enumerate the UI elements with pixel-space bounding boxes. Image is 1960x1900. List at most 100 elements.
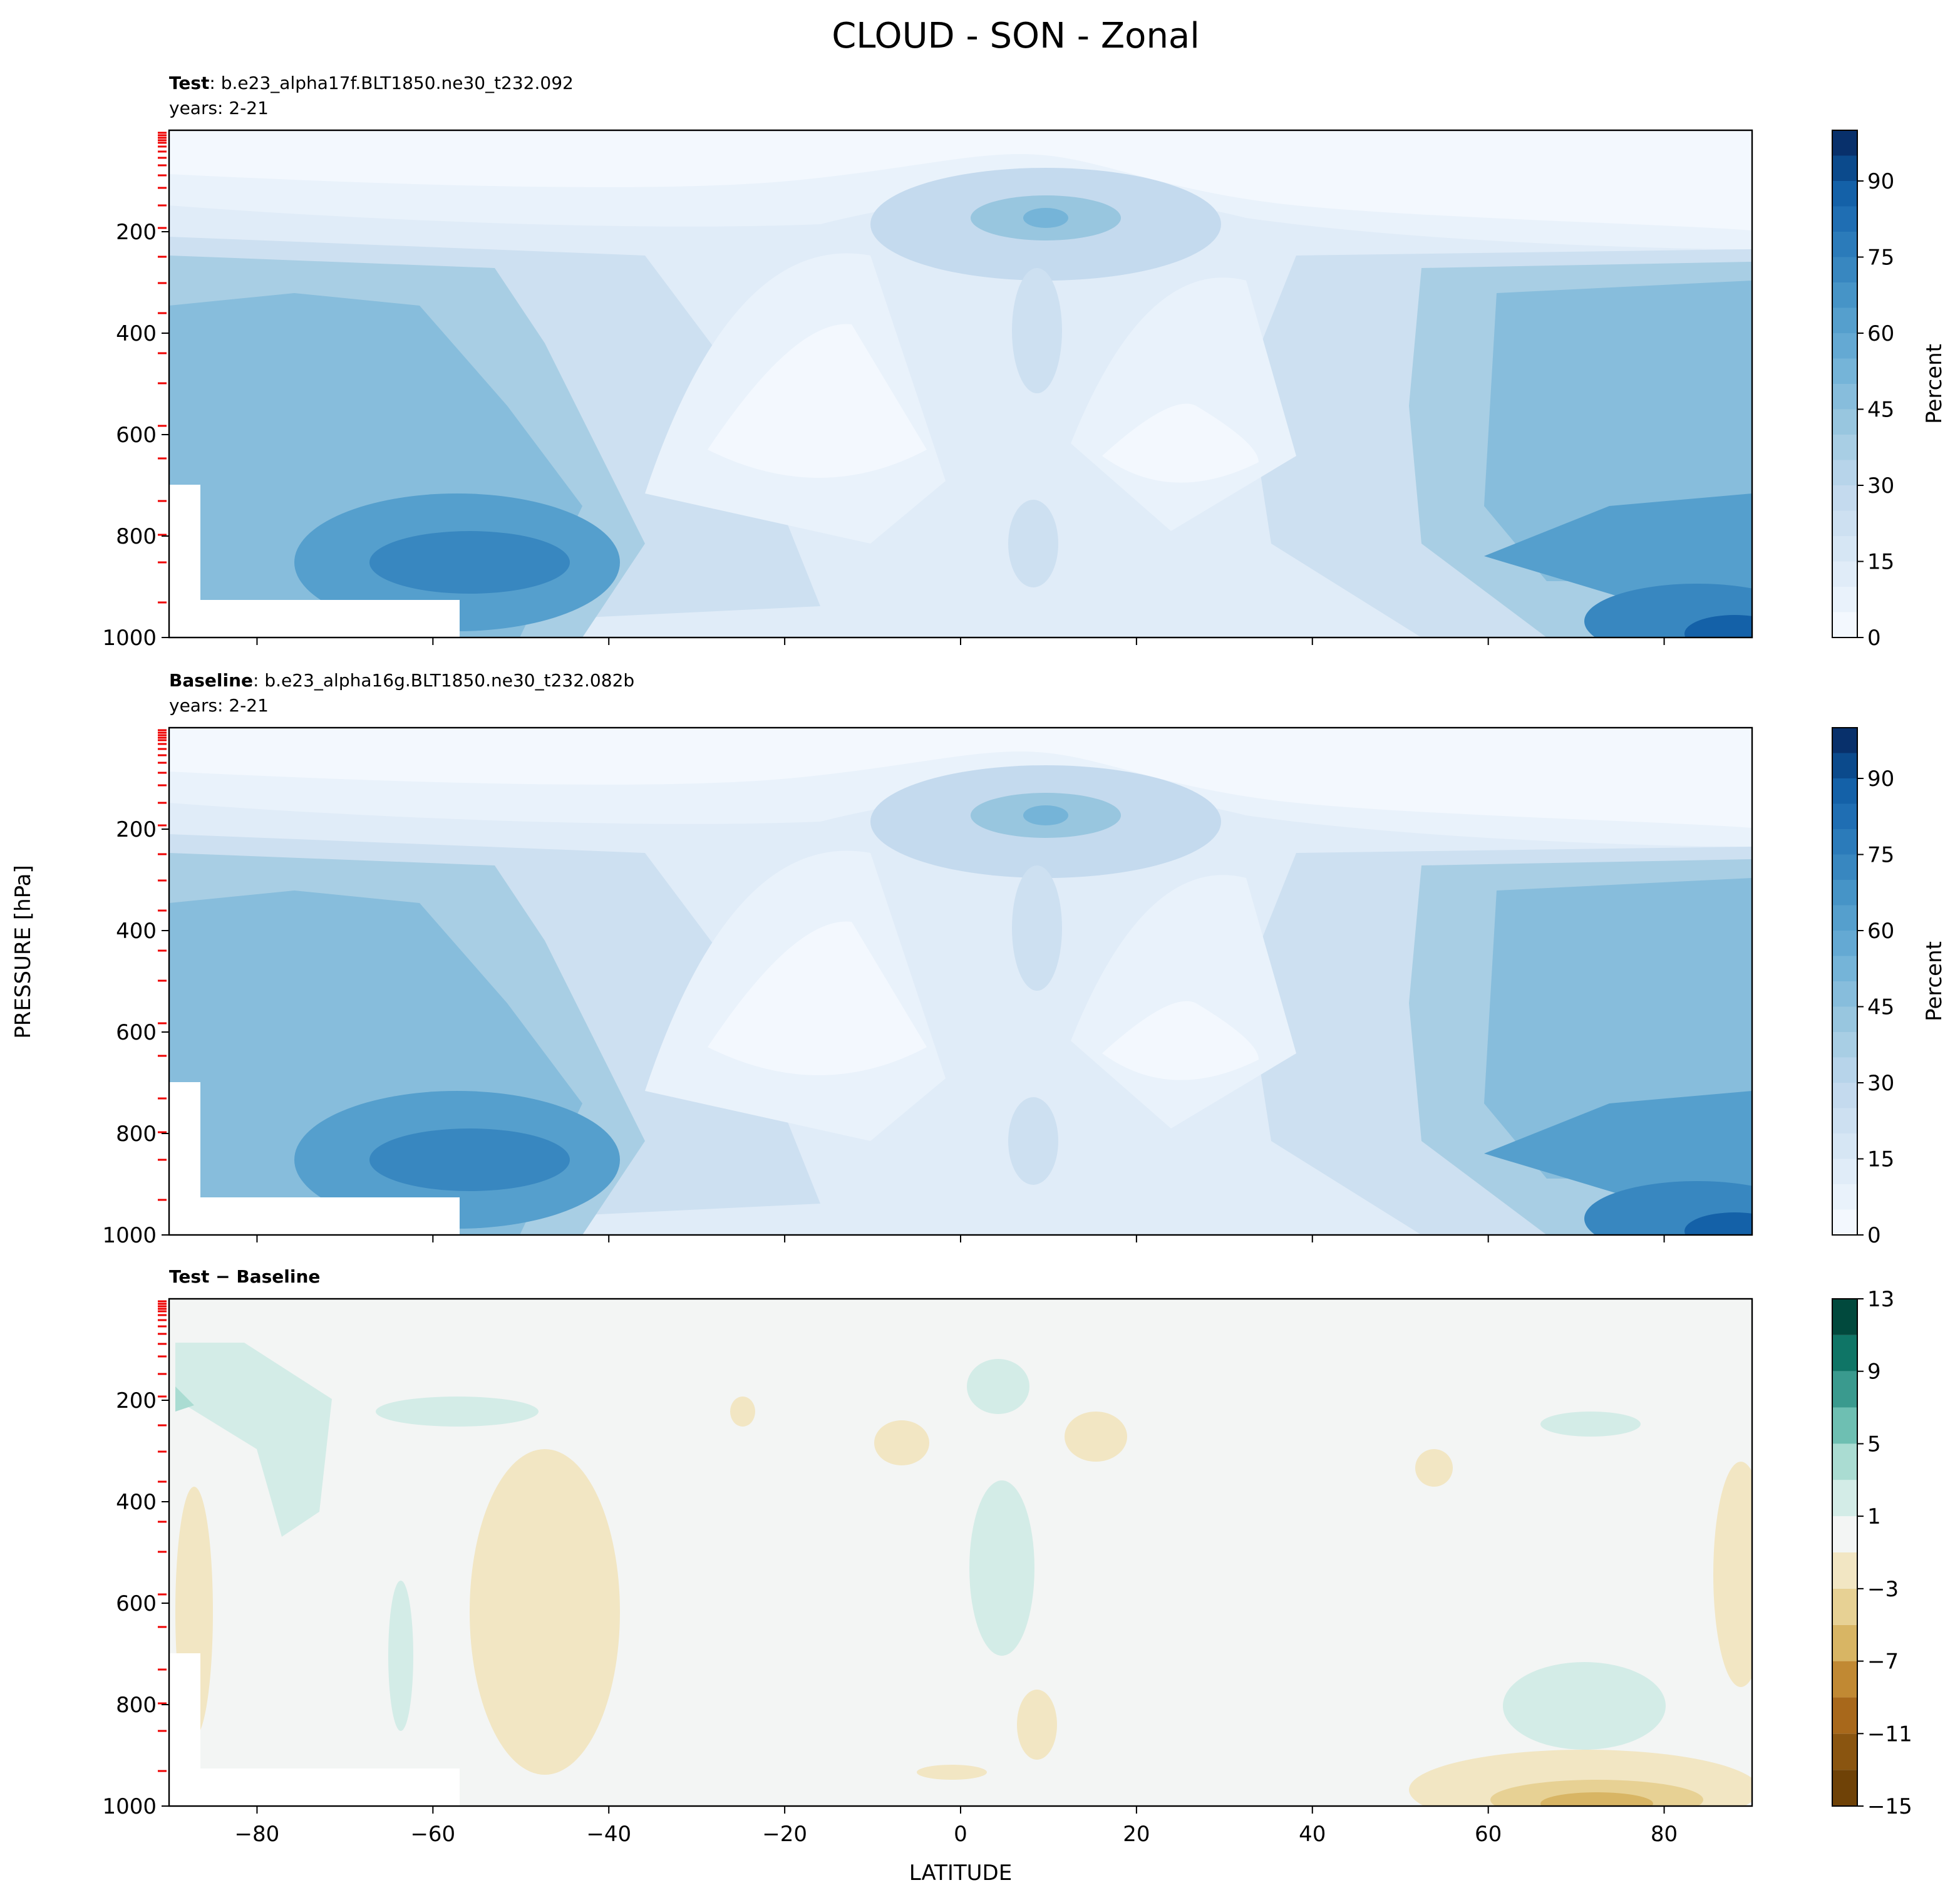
y-tick-label: 200 [116,817,157,842]
colorbar-segment [1832,1083,1857,1108]
colorbar-tick-label: 30 [1867,1071,1894,1096]
colorbar-segment [1832,1133,1857,1159]
y-tick-label: 600 [116,423,157,448]
panel-label: Baseline [169,670,253,691]
colorbar-tick-label: 9 [1867,1360,1881,1385]
colorbar-segment [1832,1335,1857,1371]
colorbar-tick-label: 15 [1867,1147,1894,1172]
colorbar-segment [1832,587,1857,612]
colorbar-segment [1832,1108,1857,1133]
colorbar-segment [1832,1516,1857,1552]
contour-field [169,1299,1752,1806]
y-tick-label: 800 [116,1122,157,1147]
colorbar-segment [1832,1407,1857,1444]
colorbar-tick-label: 13 [1867,1287,1894,1312]
figure-title: CLOUD - SON - Zonal [832,16,1200,56]
colorbar-segment [1832,1006,1857,1032]
x-tick-label: 40 [1299,1822,1326,1847]
colorbar-segment [1832,1697,1857,1734]
panel-label: Test [169,73,209,93]
colorbar-tick-label: 60 [1867,321,1894,346]
panel-title: Test − Baseline [169,1266,320,1287]
years: years: 2-21 [169,695,269,716]
x-tick-label: 80 [1651,1822,1678,1847]
contour-region [1065,1412,1127,1462]
colorbar-tick-label: −11 [1867,1722,1912,1747]
colorbar-tick-label: −3 [1867,1577,1899,1602]
y-tick-label: 600 [116,1591,157,1616]
contour-region [376,1397,539,1427]
colorbar-segment [1832,1443,1857,1480]
x-tick-label: 20 [1123,1822,1150,1847]
y-tick-label: 200 [116,1388,157,1413]
contour-field [169,130,1752,638]
y-tick-label: 800 [116,524,157,549]
colorbar-segment [1832,181,1857,207]
colorbar-segment [1832,435,1857,460]
colorbar-tick-label: 60 [1867,919,1894,944]
case-name: : b.e23_alpha16g.BLT1850.ne30_t232.082b [253,670,634,691]
colorbar-segment [1832,956,1857,981]
contour-region [917,1765,987,1780]
colorbar-frame [1832,1298,1858,1807]
colorbar-segment [1832,206,1857,232]
y-tick-label: 400 [116,1490,157,1515]
colorbar-segment [1832,1032,1857,1058]
colorbar-segment [1832,803,1857,829]
colorbar-segment [1832,753,1857,778]
colorbar-tick-label: 5 [1867,1432,1881,1457]
colorbar-frame [1832,727,1858,1236]
contour-region [175,1343,332,1537]
colorbar-segment [1832,829,1857,855]
contour-field [169,728,1752,1235]
y-tick-label: 600 [116,1020,157,1045]
colorbar-tick-label: 15 [1867,550,1894,575]
colorbar-segment [1832,510,1857,536]
y-axis-label: PRESSURE [hPa] [11,865,36,1038]
colorbar-segment [1832,257,1857,282]
contour-region [388,1581,413,1731]
colorbar-segment [1832,1770,1857,1806]
y-tick-label: 1000 [102,1794,157,1819]
x-tick-label: −40 [586,1822,631,1847]
y-tick-label: 200 [116,220,157,245]
contour-region [169,1299,1752,1806]
colorbar-tick-label: 0 [1867,626,1881,651]
colorbar-segment [1832,880,1857,906]
contour-region [969,1480,1034,1656]
contour-region [1540,1792,1653,1806]
colorbar-segment [1832,981,1857,1007]
contour-region [730,1397,755,1427]
colorbar-segment [1832,778,1857,804]
contour-region [175,1386,194,1412]
colorbar-tick-label: 90 [1867,169,1894,194]
colorbar-segment [1832,409,1857,435]
colorbar-segment [1832,1588,1857,1625]
contour-region [1415,1449,1453,1487]
y-tick-label: 400 [116,919,157,944]
colorbar-segment [1832,232,1857,257]
y-tick-label: 400 [116,321,157,346]
colorbar-segment [1832,1661,1857,1698]
colorbar-segment [1832,460,1857,485]
colorbar-segment [1832,155,1857,181]
y-tick-label: 1000 [102,626,157,651]
x-axis-label: LATITUDE [909,1861,1012,1886]
colorbar-tick-label: 75 [1867,245,1894,271]
colorbar-segment [1832,384,1857,410]
colorbar-segment [1832,905,1857,931]
colorbar-segment [1832,130,1857,156]
contour-region [470,1449,620,1775]
colorbar-frame [1832,130,1858,638]
mask [169,1768,460,1806]
colorbar-segment [1832,485,1857,511]
contour-region [1503,1662,1666,1750]
contour-field [169,728,1752,1235]
years: years: 2-21 [169,98,269,118]
colorbar-segment [1832,931,1857,956]
case-name: : b.e23_alpha17f.BLT1850.ne30_t232.092 [209,73,573,93]
colorbar-segment [1832,333,1857,359]
colorbar-tick-label: 45 [1867,398,1894,423]
colorbar-tick-label: 1 [1867,1504,1881,1529]
